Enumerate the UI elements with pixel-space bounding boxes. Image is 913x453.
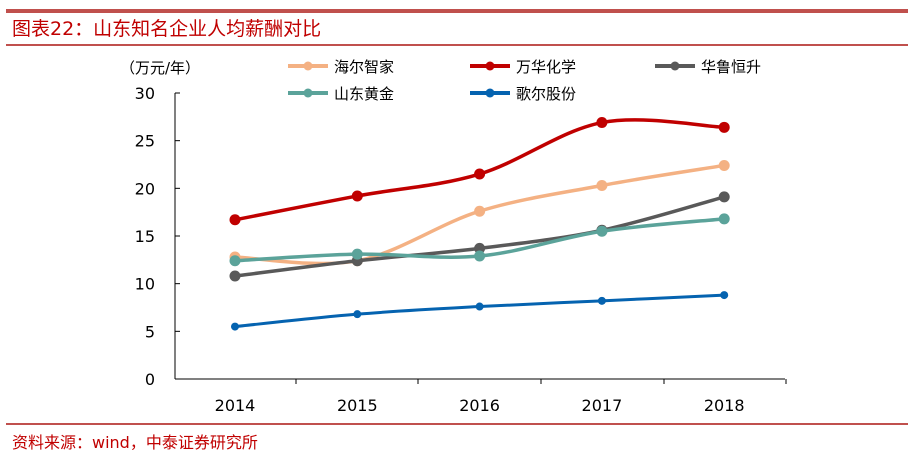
series-line-5	[234, 293, 725, 329]
y-tick-label: 5	[145, 322, 155, 341]
legend-label: 海尔智家	[334, 58, 394, 76]
data-point	[718, 159, 730, 171]
data-point	[351, 248, 363, 260]
y-tick-label: 0	[145, 370, 155, 389]
data-point	[474, 242, 486, 254]
legend-label: 华鲁恒升	[701, 58, 761, 76]
legend-marker	[485, 88, 495, 98]
data-point	[474, 250, 486, 262]
data-point	[474, 168, 486, 180]
legend-marker	[670, 61, 680, 71]
bottom-rule	[6, 423, 908, 425]
data-point	[718, 121, 730, 133]
x-tick-label: 2014	[215, 396, 256, 415]
data-point	[596, 117, 608, 129]
y-tick-label: 25	[135, 132, 155, 151]
y-tick-label: 10	[135, 275, 155, 294]
top-rule	[6, 9, 908, 13]
y-tick-label: 20	[135, 179, 155, 198]
data-point	[475, 302, 484, 311]
x-tick-label: 2015	[337, 396, 378, 415]
legend-marker	[303, 61, 313, 71]
data-point	[720, 291, 729, 300]
y-axis-label: （万元/年）	[120, 59, 200, 77]
data-point	[229, 255, 241, 267]
data-point	[229, 214, 241, 226]
data-point	[229, 270, 241, 282]
data-point	[718, 191, 730, 203]
data-point	[353, 310, 362, 319]
legend-marker	[485, 61, 495, 71]
x-tick-label: 2018	[704, 396, 745, 415]
x-tick-label: 2016	[459, 396, 500, 415]
y-tick-label: 30	[135, 84, 155, 103]
figure-title: 图表22：山东知名企业人均薪酬对比	[12, 18, 322, 40]
data-point	[474, 205, 486, 217]
data-point	[718, 213, 730, 225]
data-point	[596, 225, 608, 237]
legend-label: 歌尔股份	[516, 85, 576, 103]
data-point	[597, 296, 606, 305]
data-point	[596, 179, 608, 191]
legend-marker	[303, 88, 313, 98]
title-rule	[6, 44, 908, 46]
y-tick-label: 15	[135, 227, 155, 246]
legend-label: 万华化学	[516, 58, 576, 76]
x-tick-label: 2017	[582, 396, 623, 415]
data-point	[351, 190, 363, 202]
legend-label: 山东黄金	[334, 85, 394, 103]
source-note: 资料来源：wind，中泰证券研究所	[12, 433, 258, 452]
data-point	[231, 322, 239, 331]
